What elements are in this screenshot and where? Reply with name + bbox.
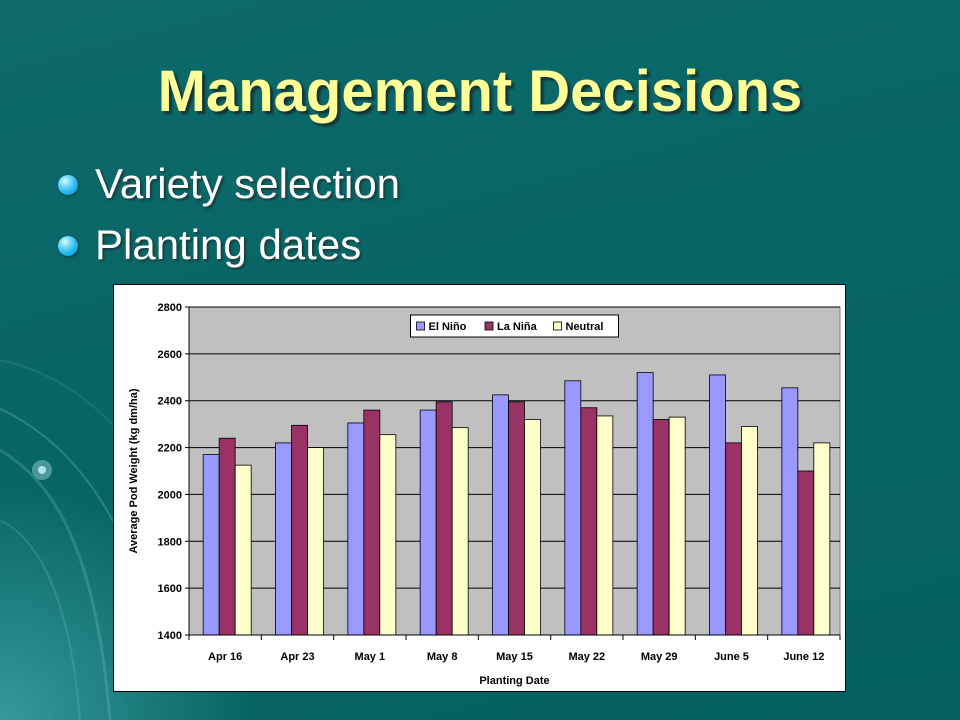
bullet-text: Planting dates [95,221,362,268]
x-axis-title: Planting Date [479,675,549,687]
y-tick-label: 2400 [158,396,182,408]
x-tick-label: June 12 [783,651,824,663]
bullet-dot-icon [58,236,78,256]
bar-el-nino-may-15 [492,394,509,636]
y-axis-tick-labels: 1400 1600 1800 2000 2200 2400 2600 2800 [158,302,182,642]
legend-label-neutral: Neutral [566,321,604,333]
x-tick-label: May 8 [427,651,458,663]
legend-label-el-nino: El Niño [429,321,467,333]
legend-frame [410,314,619,338]
bar-la-nina-june-12 [797,470,815,636]
bar-neutral-apr-23 [307,447,324,636]
bar-neutral-apr-16 [234,464,252,636]
bar-neutral-june-5 [741,426,758,636]
bar-series [202,372,831,636]
bar-la-nina-apr-16 [218,437,236,636]
x-tick-label: June 5 [714,651,749,663]
bullet-item-planting-dates: Planting dates [56,224,556,266]
bar-el-nino-june-5 [709,374,726,636]
y-tick-label: 2000 [158,489,182,501]
y-axis-title: Average Pod Weight (kg dm/ha) [128,388,140,553]
bullet-dot-icon [58,175,78,195]
x-tick-label: May 1 [355,651,386,663]
bar-el-nino-apr-16 [202,454,220,636]
bar-el-nino-may-8 [419,409,437,636]
bar-neutral-june-12 [813,442,831,636]
legend-swatch-el-nino [416,321,425,331]
slide-title: Management Decisions [157,59,803,124]
bar-la-nina-may-8 [435,401,453,636]
bullet-item-variety-selection: Variety selection [56,163,556,205]
y-tick-label: 2600 [158,349,182,361]
x-tick-label: May 29 [641,651,678,663]
bar-la-nina-apr-23 [291,424,308,636]
bullet-text: Variety selection [95,160,401,207]
legend-swatch-la-nina [484,321,494,331]
bar-la-nina-june-5 [725,442,742,636]
bar-la-nina-may-1 [363,409,381,636]
x-tick-label: Apr 16 [208,651,242,663]
y-tick-label: 1800 [158,536,182,548]
y-tick-label: 2800 [158,302,182,314]
bar-el-nino-may-29 [636,372,654,636]
x-tick-label: May 22 [568,651,605,663]
y-tick-label: 1600 [158,583,182,595]
bar-la-nina-may-22 [580,407,598,636]
x-axis-tick-labels: Apr 16 Apr 23 May 1 May 8 May 15 May 22 May 29… [208,651,824,663]
chart-container: 1400 1600 1800 2000 2200 2400 2600 2800 Apr 16 A… [113,284,846,692]
legend-label-la-nina: La Niña [497,321,538,333]
x-tick-label: May 15 [496,651,533,663]
legend: El Niño La Niña Neutral [410,314,619,338]
bar-neutral-may-15 [524,419,541,636]
bar-la-nina-may-29 [652,419,670,636]
bar-el-nino-june-12 [781,387,799,636]
bar-neutral-may-29 [668,416,686,636]
bar-neutral-may-1 [379,434,397,636]
y-tick-label: 2200 [158,443,182,455]
bar-el-nino-may-22 [564,380,582,636]
x-tick-label: Apr 23 [280,651,314,663]
axes [185,306,841,640]
bar-el-nino-may-1 [347,422,365,636]
bar-neutral-may-8 [451,427,469,636]
y-tick-label: 1400 [158,630,182,642]
legend-swatch-neutral [553,321,562,331]
bar-la-nina-may-15 [508,401,525,636]
bar-neutral-may-22 [596,415,614,636]
bar-el-nino-apr-23 [275,442,292,636]
